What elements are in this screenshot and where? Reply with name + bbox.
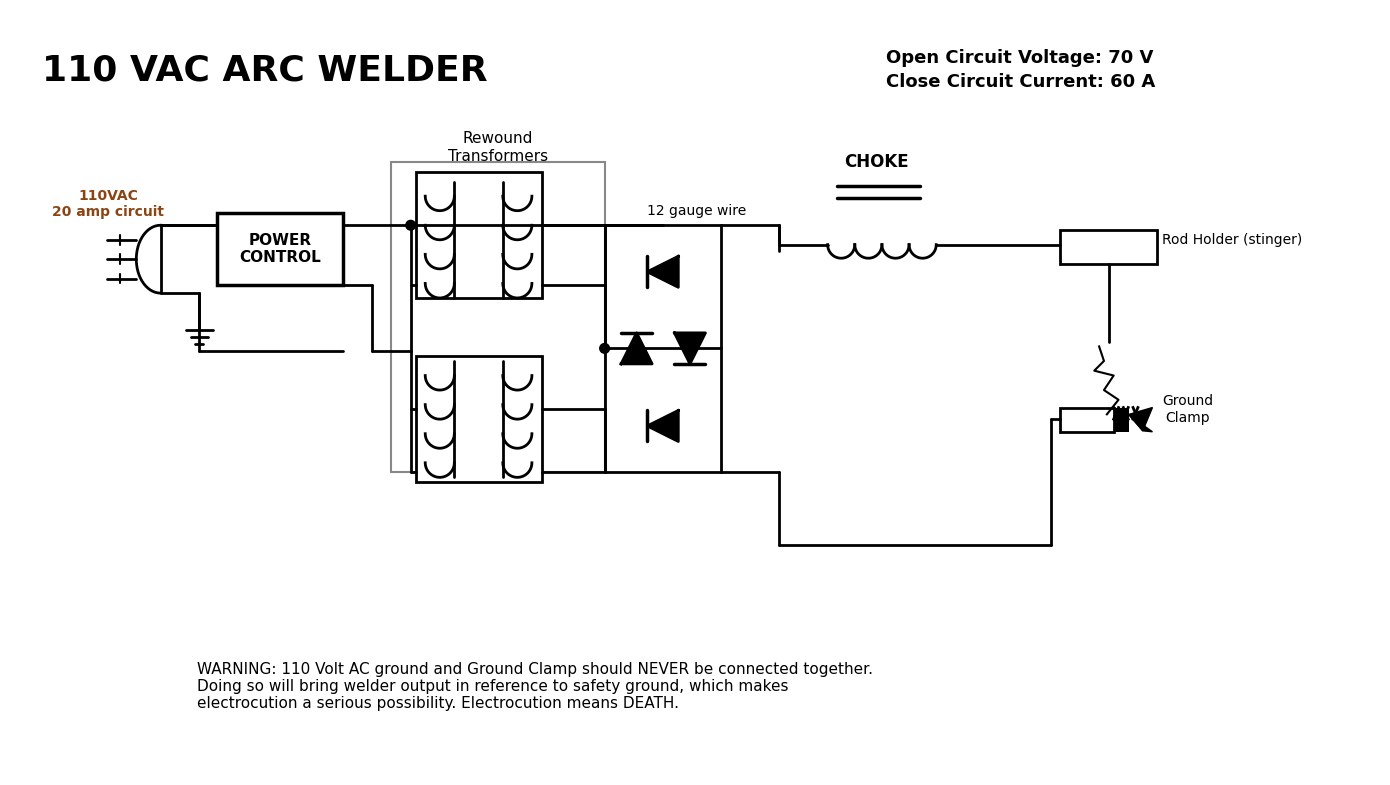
Text: 110 VAC ARC WELDER: 110 VAC ARC WELDER (43, 53, 488, 87)
Circle shape (406, 221, 416, 230)
Text: Open Circuit Voltage: 70 V: Open Circuit Voltage: 70 V (885, 49, 1154, 68)
Bar (416, 356, 542, 482)
Text: 12 gauge wire: 12 gauge wire (648, 203, 746, 217)
Text: 110VAC
20 amp circuit: 110VAC 20 amp circuit (53, 189, 164, 219)
Polygon shape (621, 333, 652, 364)
Bar (1061, 230, 1158, 264)
Bar (217, 213, 343, 286)
Bar (416, 172, 542, 298)
Text: POWER
CONTROL: POWER CONTROL (239, 233, 321, 265)
Polygon shape (1129, 407, 1152, 431)
Bar (1122, 407, 1129, 432)
Polygon shape (648, 411, 678, 441)
Polygon shape (1129, 404, 1152, 412)
Text: CHOKE: CHOKE (844, 153, 909, 171)
Polygon shape (648, 256, 678, 287)
Text: Ground
Clamp: Ground Clamp (1162, 394, 1213, 425)
Text: WARNING: 110 Volt AC ground and Ground Clamp should NEVER be connected together.: WARNING: 110 Volt AC ground and Ground C… (197, 662, 873, 711)
Polygon shape (674, 333, 706, 364)
Bar (1061, 407, 1113, 432)
Polygon shape (1129, 415, 1152, 432)
Text: Close Circuit Current: 60 A: Close Circuit Current: 60 A (885, 73, 1155, 91)
Text: Rewound
Transformers: Rewound Transformers (448, 131, 548, 164)
Circle shape (599, 344, 609, 353)
Text: Rod Holder (stinger): Rod Holder (stinger) (1162, 233, 1302, 246)
Bar (392, 162, 605, 473)
Bar (1113, 407, 1122, 432)
